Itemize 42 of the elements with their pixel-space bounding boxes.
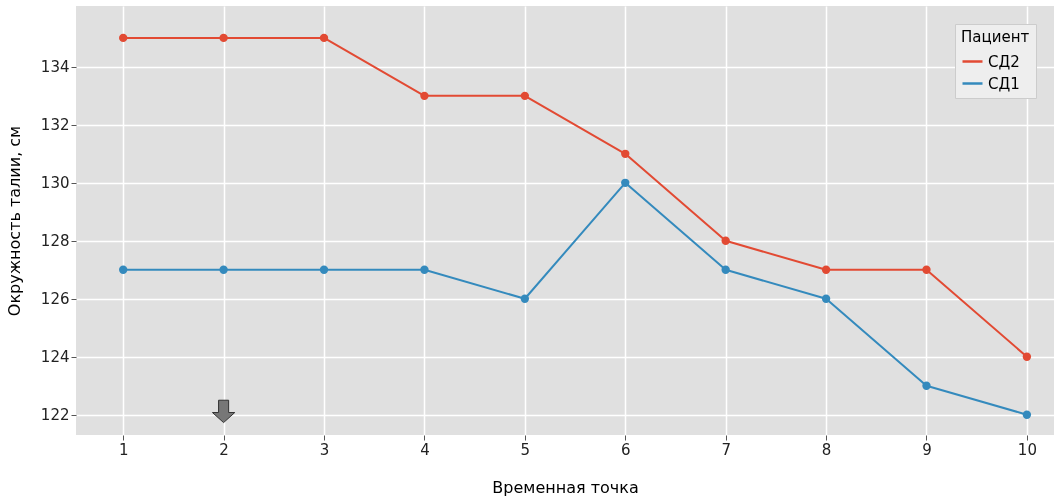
x-axis-title: Временная точка <box>492 477 639 497</box>
point <box>319 265 329 274</box>
point <box>1022 352 1032 361</box>
x-tick-label: 3 <box>319 440 330 459</box>
x-tick-label: 8 <box>821 440 832 459</box>
legend-label: СД2 <box>988 52 1020 71</box>
point <box>922 381 931 390</box>
point <box>1022 410 1032 419</box>
point <box>219 33 228 43</box>
y-tick-label: 134 <box>40 58 70 77</box>
x-tick-label: 6 <box>620 440 631 459</box>
x-tick-label: 10 <box>1017 440 1037 459</box>
point <box>420 265 429 274</box>
legend-title: Пациент <box>961 28 1030 46</box>
point <box>520 91 530 101</box>
point <box>621 149 630 159</box>
x-tick-label: 4 <box>420 440 430 459</box>
x-tick-label: 1 <box>118 440 129 459</box>
point <box>721 236 730 245</box>
point <box>219 265 228 274</box>
y-tick-label: 128 <box>40 232 70 251</box>
point <box>420 91 429 101</box>
point <box>922 265 931 274</box>
point <box>119 265 128 274</box>
legend-label: СД1 <box>988 74 1020 93</box>
point <box>319 33 329 43</box>
point <box>821 294 831 303</box>
x-tick-label: 2 <box>219 440 229 459</box>
y-tick-label: 126 <box>40 290 70 309</box>
point <box>520 294 530 303</box>
y-axis-title: Окружность талии, см <box>4 125 24 317</box>
point <box>821 265 831 274</box>
y-tick-label: 130 <box>40 174 70 193</box>
y-tick-label: 124 <box>40 348 70 367</box>
y-tick-label: 122 <box>40 406 70 425</box>
x-tick-label: 7 <box>721 440 731 459</box>
point <box>621 178 630 187</box>
x-tick-label: 5 <box>520 440 531 459</box>
point <box>119 33 128 43</box>
point <box>721 265 730 274</box>
y-tick-label: 132 <box>40 116 70 135</box>
x-tick-label: 9 <box>922 440 932 459</box>
